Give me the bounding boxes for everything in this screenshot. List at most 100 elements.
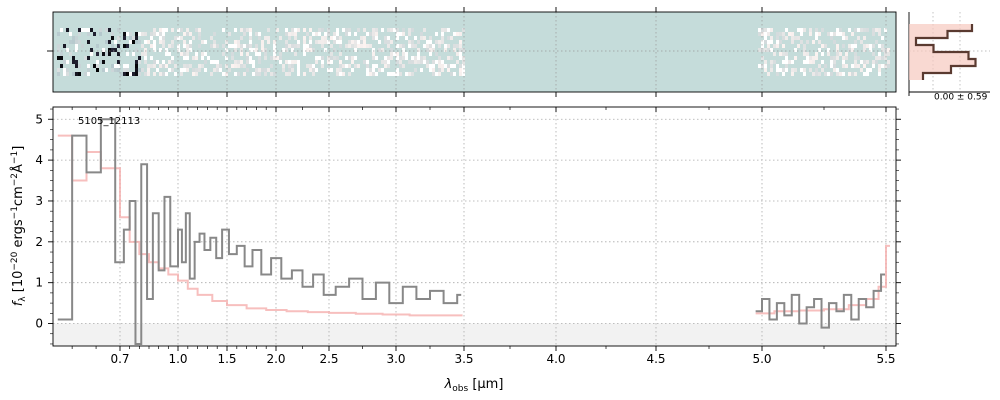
twod-pixel <box>438 60 441 64</box>
twod-noise-red <box>758 28 890 76</box>
twod-pixel <box>309 28 312 32</box>
twod-pixel <box>210 36 213 40</box>
twod-pixel <box>782 72 785 76</box>
twod-pixel <box>87 64 90 68</box>
twod-pixel <box>396 44 399 48</box>
twod-pixel <box>845 56 848 60</box>
twod-pixel <box>285 40 288 44</box>
twod-pixel <box>878 56 881 60</box>
twod-pixel <box>75 60 78 64</box>
twod-pixel <box>851 44 854 48</box>
twod-pixel <box>764 36 767 40</box>
twod-pixel <box>869 48 872 52</box>
twod-pixel <box>857 28 860 32</box>
twod-pixel <box>186 52 189 56</box>
twod-pixel <box>836 32 839 36</box>
twod-pixel <box>758 32 761 36</box>
twod-pixel <box>878 28 881 32</box>
twod-pixel <box>288 68 291 72</box>
twod-pixel <box>291 48 294 52</box>
twod-pixel <box>87 56 90 60</box>
twod-pixel <box>887 52 890 56</box>
twod-pixel <box>348 40 351 44</box>
twod-pixel <box>267 40 270 44</box>
twod-pixel <box>264 36 267 40</box>
twod-pixel <box>111 44 114 48</box>
twod-pixel <box>204 68 207 72</box>
twod-pixel <box>453 44 456 48</box>
x-tick-label: 1.0 <box>168 352 187 366</box>
twod-pixel <box>201 40 204 44</box>
twod-pixel <box>189 40 192 44</box>
twod-pixel <box>869 68 872 72</box>
twod-pixel <box>375 32 378 36</box>
twod-pixel <box>872 60 875 64</box>
twod-pixel <box>770 68 773 72</box>
twod-pixel <box>267 68 270 72</box>
twod-pixel <box>216 60 219 64</box>
twod-pixel <box>330 36 333 40</box>
twod-pixel <box>411 60 414 64</box>
twod-pixel <box>399 72 402 76</box>
twod-pixel <box>153 32 156 36</box>
twod-pixel <box>279 52 282 56</box>
twod-pixel <box>312 64 315 68</box>
twod-pixel <box>423 28 426 32</box>
twod-pixel <box>309 68 312 72</box>
twod-pixel <box>429 36 432 40</box>
noise-label: 0.00 ± 0.59 <box>934 93 988 103</box>
twod-pixel <box>345 28 348 32</box>
twod-pixel <box>821 52 824 56</box>
twod-pixel <box>342 72 345 76</box>
twod-pixel <box>821 60 824 64</box>
profile-panel: 0.00 ± 0.59 <box>908 12 990 103</box>
twod-pixel <box>390 48 393 52</box>
twod-pixel <box>339 64 342 68</box>
twod-pixel <box>117 28 120 32</box>
twod-pixel <box>836 56 839 60</box>
twod-pixel <box>165 72 168 76</box>
twod-pixel <box>809 68 812 72</box>
twod-pixel <box>396 72 399 76</box>
twod-pixel <box>333 40 336 44</box>
twod-pixel <box>258 72 261 76</box>
twod-pixel <box>818 32 821 36</box>
twod-pixel <box>132 72 135 76</box>
twod-pixel <box>399 32 402 36</box>
twod-pixel <box>162 28 165 32</box>
twod-pixel <box>63 44 66 48</box>
twod-pixel <box>174 36 177 40</box>
twod-pixel <box>309 36 312 40</box>
twod-pixel <box>153 48 156 52</box>
twod-pixel <box>66 60 69 64</box>
twod-pixel <box>285 44 288 48</box>
twod-pixel <box>288 36 291 40</box>
twod-pixel <box>144 40 147 44</box>
twod-pixel <box>348 72 351 76</box>
twod-pixel <box>318 56 321 60</box>
twod-pixel <box>261 40 264 44</box>
twod-pixel <box>138 72 141 76</box>
twod-pixel <box>827 72 830 76</box>
twod-pixel <box>87 32 90 36</box>
twod-pixel <box>420 68 423 72</box>
twod-pixel <box>854 72 857 76</box>
twod-pixel <box>321 64 324 68</box>
twod-pixel <box>459 68 462 72</box>
main-plot-area <box>53 107 896 346</box>
twod-pixel <box>345 32 348 36</box>
twod-pixel <box>797 44 800 48</box>
observed-spectrum-line <box>57 118 462 345</box>
twod-pixel <box>884 48 887 52</box>
twod-pixel <box>363 44 366 48</box>
main-spectrum-panel: 0.7 1.0 1.5 2.0 2.5 3.0 3.5 4.0 4.5 5.0 5.5 0 1 2 3 4 5… <box>35 106 901 366</box>
x-axis-ticks: 0.7 1.0 1.5 2.0 2.5 3.0 3.5 4.0 4.5 5.0 5.5 <box>71 107 896 366</box>
twod-pixel <box>767 44 770 48</box>
twod-pixel <box>72 36 75 40</box>
twod-pixel <box>857 56 860 60</box>
twod-pixel <box>782 60 785 64</box>
twod-pixel <box>117 52 120 56</box>
twod-pixel <box>803 60 806 64</box>
twod-pixel <box>60 64 63 68</box>
twod-pixel <box>228 44 231 48</box>
